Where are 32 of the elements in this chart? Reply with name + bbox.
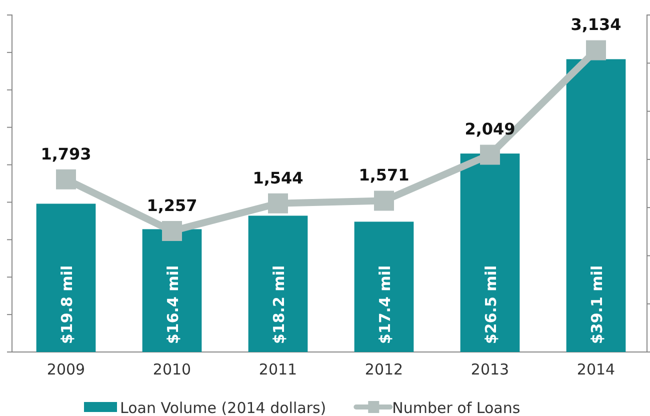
x-tick-label: 2011 [258,360,298,378]
x-tick-label: 2010 [152,360,192,378]
data-label: $17.4 mil [376,265,394,344]
legend-label: Number of Loans [392,399,520,416]
point [480,144,500,165]
point [268,193,288,214]
point [56,169,76,190]
bar [566,59,626,352]
data-label: 1,544 [252,168,304,188]
bar [354,222,414,352]
bar [36,204,96,352]
data-label: 2,049 [464,120,516,139]
data-label: 1,257 [146,196,198,215]
bar [248,216,308,352]
data-label: $26.5 mil [482,265,500,344]
x-tick-label: 2013 [470,360,510,378]
bar [460,154,520,352]
data-label: $39.1 mil [588,265,606,344]
point [586,40,606,60]
x-tick-label: 2014 [576,360,616,378]
data-label: $18.2 mil [270,265,288,344]
data-label: 1,793 [40,144,92,164]
data-label: 3,134 [570,15,622,34]
bar [142,229,202,352]
data-label: $19.8 mil [58,265,76,344]
point [162,220,182,241]
data-label: $16.4 mil [164,265,182,344]
point [374,190,394,211]
legend-label: Loan Volume (2014 dollars) [120,399,326,416]
x-tick-label: 2012 [364,360,404,378]
x-tick-label: 2009 [46,360,86,378]
data-label: 1,571 [358,166,410,185]
